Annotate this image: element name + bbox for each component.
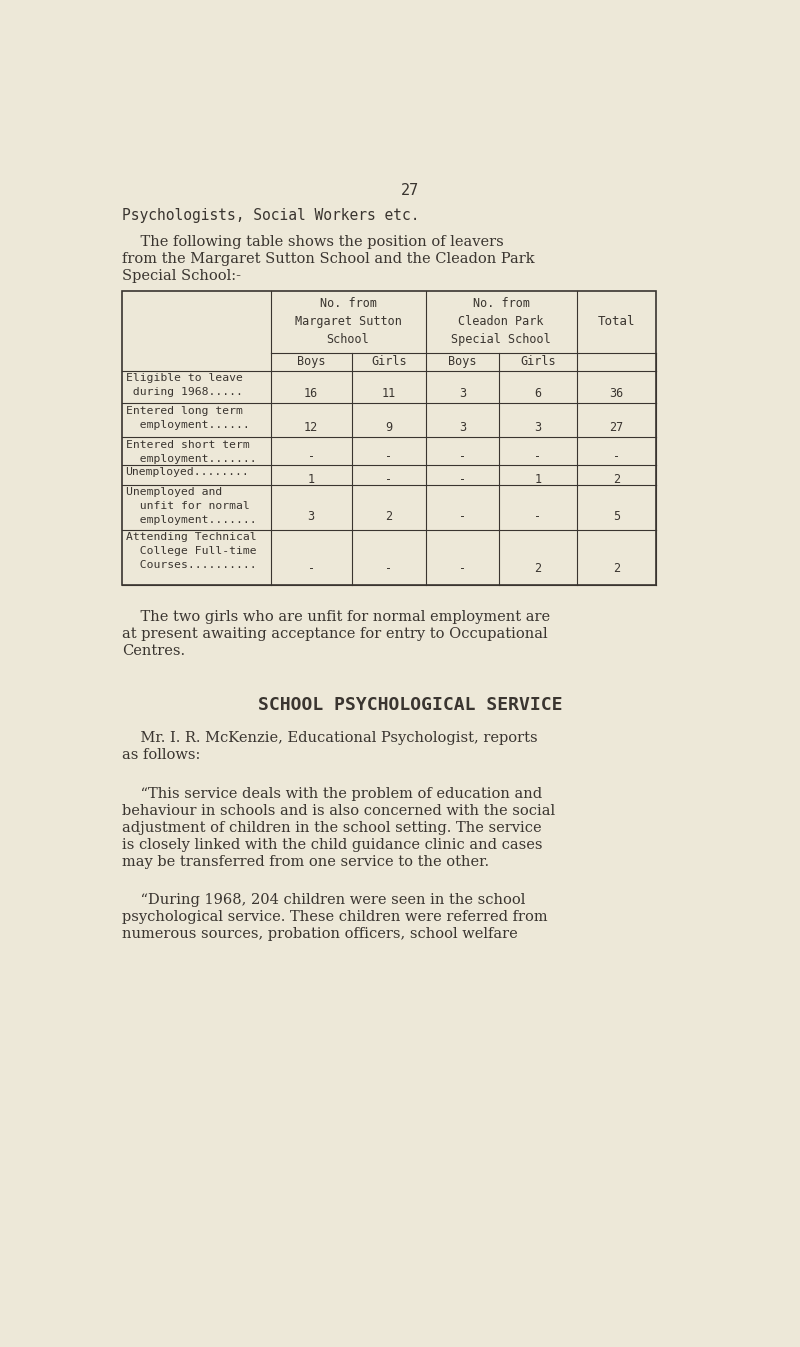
Text: behaviour in schools and is also concerned with the social: behaviour in schools and is also concern… — [122, 804, 555, 818]
Text: psychological service. These children were referred from: psychological service. These children we… — [122, 911, 547, 924]
Text: 27: 27 — [401, 183, 419, 198]
Text: SCHOOL PSYCHOLOGICAL SERVICE: SCHOOL PSYCHOLOGICAL SERVICE — [258, 696, 562, 714]
Text: 27: 27 — [610, 420, 624, 434]
Text: is closely linked with the child guidance clinic and cases: is closely linked with the child guidanc… — [122, 838, 542, 851]
Text: -: - — [458, 509, 466, 523]
Text: -: - — [534, 450, 542, 463]
Text: Entered long term
  employment......: Entered long term employment...... — [126, 405, 250, 430]
Text: as follows:: as follows: — [122, 749, 200, 762]
Text: Centres.: Centres. — [122, 644, 185, 657]
Text: No. from
Cleadon Park
Special School: No. from Cleadon Park Special School — [451, 298, 551, 346]
Text: 1: 1 — [534, 473, 542, 485]
Text: 11: 11 — [382, 387, 396, 400]
Text: at present awaiting acceptance for entry to Occupational: at present awaiting acceptance for entry… — [122, 626, 547, 641]
Text: 36: 36 — [610, 387, 624, 400]
Text: Total: Total — [598, 315, 635, 329]
Text: Special School:-: Special School:- — [122, 268, 241, 283]
Text: 2: 2 — [613, 562, 620, 575]
Text: 3: 3 — [458, 387, 466, 400]
Text: Mr. I. R. McKenzie, Educational Psychologist, reports: Mr. I. R. McKenzie, Educational Psycholo… — [122, 731, 538, 745]
Text: Boys: Boys — [297, 356, 326, 368]
Text: Attending Technical
  College Full-time
  Courses..........: Attending Technical College Full-time Co… — [126, 532, 256, 570]
Text: 9: 9 — [385, 420, 392, 434]
Text: 12: 12 — [304, 420, 318, 434]
Text: 3: 3 — [534, 420, 542, 434]
Text: Girls: Girls — [371, 356, 406, 368]
Text: 2: 2 — [534, 562, 542, 575]
Text: -: - — [385, 562, 392, 575]
Text: Entered short term
  employment.......: Entered short term employment....... — [126, 439, 256, 463]
Text: 16: 16 — [304, 387, 318, 400]
Text: Boys: Boys — [448, 356, 477, 368]
Text: -: - — [613, 450, 620, 463]
Text: Girls: Girls — [520, 356, 556, 368]
Text: -: - — [458, 450, 466, 463]
Text: “This service deals with the problem of education and: “This service deals with the problem of … — [122, 787, 542, 801]
Text: Eligible to leave
 during 1968.....: Eligible to leave during 1968..... — [126, 373, 242, 397]
Text: may be transferred from one service to the other.: may be transferred from one service to t… — [122, 854, 489, 869]
Text: -: - — [385, 473, 392, 485]
Text: -: - — [308, 450, 314, 463]
Text: Unemployed........: Unemployed........ — [126, 467, 250, 477]
Text: 6: 6 — [534, 387, 542, 400]
Text: -: - — [385, 450, 392, 463]
Text: numerous sources, probation officers, school welfare: numerous sources, probation officers, sc… — [122, 927, 518, 942]
Text: adjustment of children in the school setting. The service: adjustment of children in the school set… — [122, 820, 542, 835]
Text: 1: 1 — [308, 473, 314, 485]
Text: -: - — [308, 562, 314, 575]
Text: “During 1968, 204 children were seen in the school: “During 1968, 204 children were seen in … — [122, 893, 525, 907]
Text: Psychologists, Social Workers etc.: Psychologists, Social Workers etc. — [122, 207, 419, 222]
Text: No. from
Margaret Sutton
School: No. from Margaret Sutton School — [294, 298, 402, 346]
Text: -: - — [458, 473, 466, 485]
Text: 2: 2 — [613, 473, 620, 485]
Text: Unemployed and
  unfit for normal
  employment.......: Unemployed and unfit for normal employme… — [126, 488, 256, 525]
Text: 2: 2 — [385, 509, 392, 523]
Text: The two girls who are unfit for normal employment are: The two girls who are unfit for normal e… — [122, 610, 550, 624]
Text: -: - — [458, 562, 466, 575]
Text: 5: 5 — [613, 509, 620, 523]
Text: The following table shows the position of leavers: The following table shows the position o… — [122, 234, 503, 249]
Text: from the Margaret Sutton School and the Cleadon Park: from the Margaret Sutton School and the … — [122, 252, 534, 265]
Text: 3: 3 — [308, 509, 314, 523]
Bar — [122, 291, 657, 585]
Text: 3: 3 — [458, 420, 466, 434]
Text: -: - — [534, 509, 542, 523]
